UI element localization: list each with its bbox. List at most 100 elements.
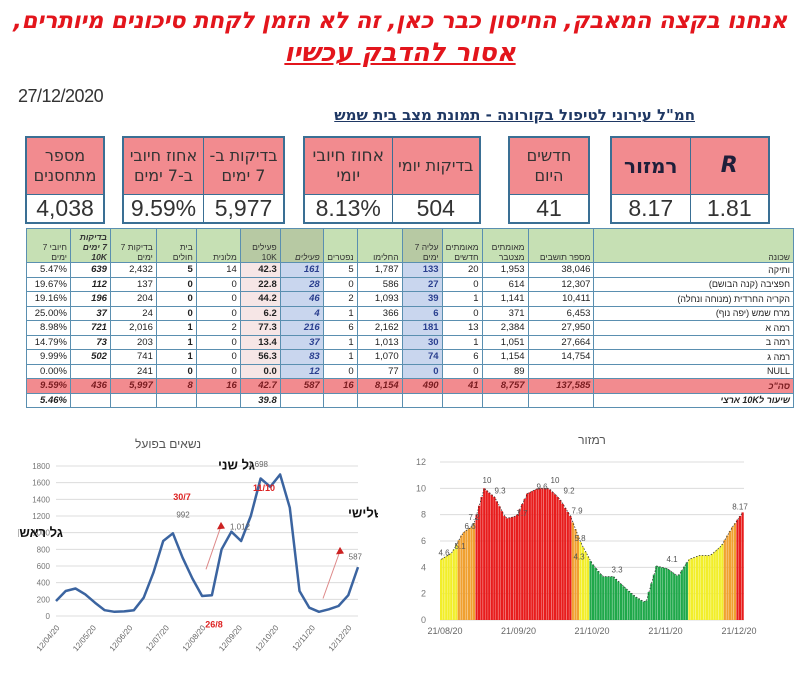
svg-text:11/10: 11/10 — [253, 483, 275, 493]
table-cell: 73 — [69, 334, 111, 350]
table-cell: 6.2 — [239, 305, 281, 321]
table-cell: 1 — [155, 320, 197, 336]
table-cell — [356, 392, 403, 408]
table-cell — [195, 392, 241, 408]
table-row: 25.00% 37 24 0 0 6.2 4 1 366 6 0 371 6,453 מרח שמש (י… — [26, 305, 794, 321]
neighborhood-name: ותיקה — [593, 262, 794, 278]
table-cell: 8,757 — [481, 378, 529, 394]
svg-text:4.3: 4.3 — [573, 552, 585, 561]
column-header: בית חולים — [155, 228, 197, 263]
table-cell: 77 — [356, 363, 403, 379]
table-cell: 6 — [322, 320, 358, 336]
table-cell: 19.16% — [26, 291, 71, 307]
kpi-new-today: חדשים היום 41 — [508, 136, 590, 224]
table-cell — [481, 392, 529, 408]
table-cell — [109, 392, 157, 408]
table-cell: 1,141 — [481, 291, 529, 307]
headline-line-2: אסור להדבק עכשיו — [284, 38, 516, 68]
table-cell: 5,997 — [109, 378, 157, 394]
table-cell: 366 — [356, 305, 403, 321]
table-cell: 14 — [195, 262, 241, 278]
table-cell: 30 — [401, 334, 443, 350]
table-cell: 0 — [155, 305, 197, 321]
kpi-group-daily: אחוז חיובי יומי 8.13% בדיקות יומי 504 — [303, 136, 481, 224]
column-header: פעילים — [279, 228, 324, 263]
kpi-label: מספר מתחסנים — [27, 138, 103, 194]
svg-text:1400: 1400 — [32, 495, 50, 504]
table-row: 19.16% 196 204 0 0 44.2 46 2 1,093 39 1 1,141 10,411… — [26, 291, 794, 307]
svg-text:1,012: 1,012 — [230, 522, 251, 531]
svg-text:8: 8 — [421, 510, 426, 520]
table-cell: 22.8 — [239, 276, 281, 292]
svg-text:12/10/20: 12/10/20 — [254, 623, 281, 653]
table-cell — [441, 392, 483, 408]
svg-text:8.17: 8.17 — [732, 502, 748, 511]
table-cell: 137 — [109, 276, 157, 292]
column-header: בדיקות 7 ימים 10K — [69, 228, 111, 263]
table-cell: 0 — [441, 305, 483, 321]
svg-text:0: 0 — [421, 615, 426, 625]
column-header: שכונה — [593, 228, 794, 263]
table-header-row: חיובי 7 ימים בדיקות 7 ימים 10K בדיקות 7 ימ… — [26, 228, 794, 263]
table-cell: 8,154 — [356, 378, 403, 394]
kpi-label: אחוז חיובי ב-7 ימים — [124, 138, 203, 194]
table-row: 9.99% 502 741 1 0 56.3 83 1 1,070 74 6 1,154 14,754 ר… — [26, 349, 794, 365]
column-header: פעילים 10K — [239, 228, 281, 263]
table-cell: 46 — [279, 291, 324, 307]
table-cell: 1,013 — [356, 334, 403, 350]
neighborhood-name: סה"כ — [593, 378, 794, 394]
headline-line-1: אנחנו בקצה המאבק, החיסון כבר כאן, זה לא … — [13, 8, 787, 34]
svg-text:4.6: 4.6 — [438, 548, 450, 557]
svg-text:5.8: 5.8 — [574, 534, 586, 543]
table-cell: 8 — [155, 378, 197, 394]
table-row: 8.98% 721 2,016 1 2 77.3 216 6 2,162 181 13 2,384 27… — [26, 320, 794, 336]
kpi-value: 41 — [510, 194, 588, 222]
table-cell: 25.00% — [26, 305, 71, 321]
table-cell: 5 — [155, 262, 197, 278]
column-header: החלימו — [356, 228, 403, 263]
table-cell: 1 — [155, 334, 197, 350]
table-cell: 639 — [69, 262, 111, 278]
table-cell: 1,953 — [481, 262, 529, 278]
svg-text:21/08/20: 21/08/20 — [427, 626, 462, 636]
kpi-label: בדיקות יומי — [392, 138, 479, 194]
table-cell: 2,432 — [109, 262, 157, 278]
table-cell: 371 — [481, 305, 529, 321]
kpi-label: חדשים היום — [510, 138, 588, 194]
neighborhood-name: רמה ב — [593, 334, 794, 350]
svg-text:גל שלישי: גל שלישי — [348, 506, 378, 521]
table-cell — [69, 392, 111, 408]
svg-text:30/7: 30/7 — [173, 492, 191, 502]
table-cell: 204 — [109, 291, 157, 307]
column-header: מספר תושבים — [527, 228, 595, 263]
svg-text:9.3: 9.3 — [494, 487, 506, 496]
table-cell: 16 — [322, 378, 358, 394]
table-cell: 196 — [69, 291, 111, 307]
table-cell: 37 — [69, 305, 111, 321]
table-cell: 14.79% — [26, 334, 71, 350]
table-cell: 5.47% — [26, 262, 71, 278]
svg-text:1600: 1600 — [32, 479, 50, 488]
svg-text:9.2: 9.2 — [563, 487, 575, 496]
svg-text:200: 200 — [37, 595, 51, 604]
table-cell: 216 — [279, 320, 324, 336]
neighborhood-name: NULL — [593, 363, 794, 379]
svg-text:1800: 1800 — [32, 462, 50, 471]
table-cell: 37 — [279, 334, 324, 350]
svg-text:4: 4 — [421, 562, 426, 572]
table-cell: 16 — [195, 378, 241, 394]
table-cell: 241 — [109, 363, 157, 379]
kpi-label: R — [690, 138, 768, 194]
table-cell: 39 — [401, 291, 443, 307]
report-date: 27/12/2020 — [18, 86, 104, 106]
svg-text:12/12/20: 12/12/20 — [327, 623, 354, 653]
column-header: מאומתים חדשים — [441, 228, 483, 263]
table-cell: 89 — [481, 363, 529, 379]
table-cell: 2 — [195, 320, 241, 336]
table-cell: 4 — [279, 305, 324, 321]
column-header: עליה 7 ימים — [401, 228, 443, 263]
table-cell: 1,154 — [481, 349, 529, 365]
table-cell — [279, 392, 324, 408]
table-cell: 1,787 — [356, 262, 403, 278]
table-cell: 41 — [441, 378, 483, 394]
